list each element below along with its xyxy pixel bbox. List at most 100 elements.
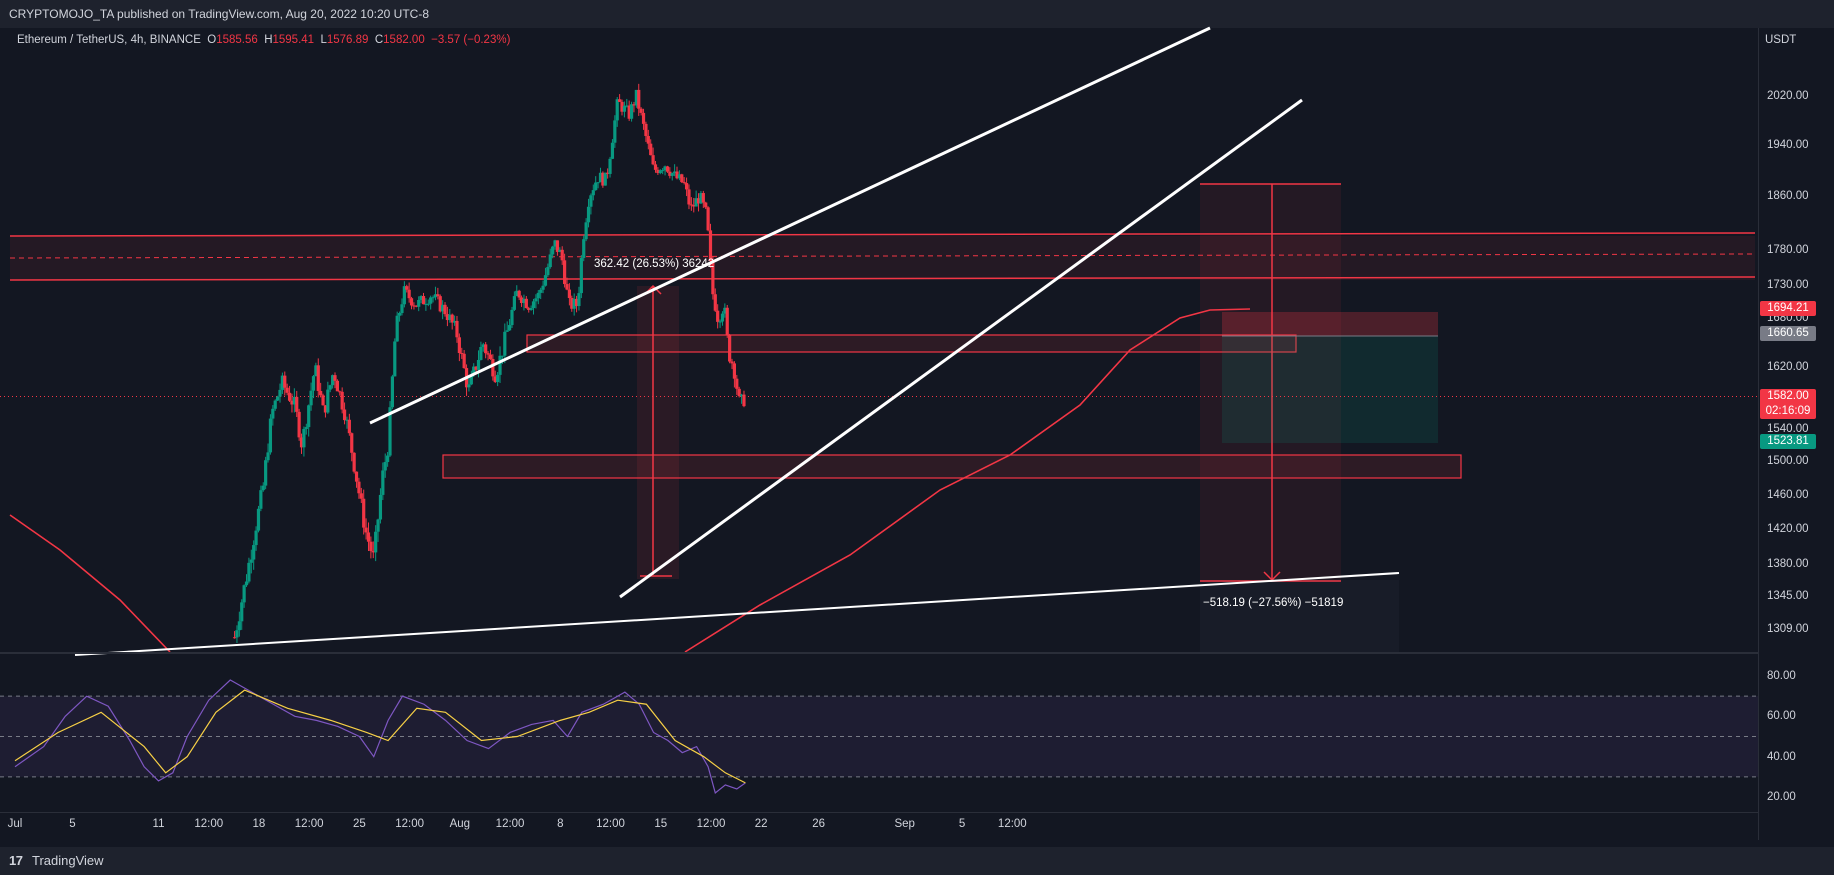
candle-body [240, 602, 244, 622]
high-value: 1595.41 [272, 34, 315, 46]
time-tick-label: Sep [894, 818, 915, 830]
time-tick-label: 12:00 [997, 818, 1027, 830]
position-stop-zone [1222, 312, 1438, 336]
open-label: O [207, 34, 217, 46]
candle-body [548, 254, 552, 268]
price-tick-label: 1540.00 [1767, 423, 1809, 435]
pane-separator[interactable] [0, 652, 1758, 654]
candle-body [397, 313, 402, 316]
candle-body [627, 105, 631, 119]
candle-body [723, 307, 727, 314]
candle-body [417, 299, 421, 307]
ma-line-left [9, 514, 171, 653]
candle-body [409, 298, 414, 306]
candle-body [558, 249, 562, 252]
lower-support-trendline [74, 572, 1400, 656]
symbol-name[interactable]: Ethereum / TetherUS, 4h, BINANCE [17, 34, 201, 46]
candle-body [261, 485, 265, 491]
candle-body [264, 460, 268, 486]
candle-body [732, 363, 737, 379]
time-tick-label: 12:00 [596, 818, 625, 830]
time-tick-label: 22 [754, 818, 768, 830]
candle-body [742, 394, 746, 407]
candle-body [507, 325, 512, 331]
candle-body [474, 366, 478, 370]
price-tick-label: 1500.00 [1767, 455, 1809, 467]
candle-body [283, 375, 287, 388]
candle-body [574, 298, 579, 307]
price-tag-value: 1660.65 [1767, 327, 1809, 340]
candle-body [292, 396, 296, 405]
candle-body [333, 375, 337, 381]
candle-body [278, 389, 282, 397]
candle-body [259, 490, 263, 509]
candle-body [603, 172, 607, 186]
candle-body [625, 105, 629, 107]
ma-line [684, 308, 1251, 653]
candle-body [445, 314, 450, 321]
candle-body [677, 174, 682, 179]
candle-body [378, 494, 383, 520]
candle-body [421, 296, 426, 305]
candle-body [694, 198, 698, 207]
time-tick-label: 12:00 [294, 818, 324, 830]
time-tick-label: 12:00 [696, 818, 726, 830]
candle-body [713, 294, 717, 311]
candle-body [572, 298, 576, 309]
candle-body [352, 452, 356, 472]
candle-body [567, 289, 571, 299]
candle-body [429, 297, 433, 304]
candle-body [577, 293, 581, 307]
candle-body [682, 182, 686, 184]
candle-body [357, 481, 361, 494]
candle-body [450, 314, 454, 323]
candle-body [287, 392, 292, 401]
candle-body [515, 290, 519, 297]
rsi-band [0, 696, 1758, 777]
candle-body [601, 172, 605, 186]
candle-body [665, 166, 670, 172]
time-tick-label: 12:00 [194, 818, 224, 830]
candle-body [452, 320, 457, 323]
candle-body [443, 304, 447, 315]
candle-body [280, 375, 284, 390]
price-tick-label: 1309.00 [1767, 623, 1809, 635]
candle-body [338, 391, 342, 393]
candle-body [591, 190, 595, 196]
candle-body [725, 307, 729, 336]
tradingview-logo-icon[interactable]: 17 [9, 853, 23, 868]
resistance-bottom-line [9, 276, 1756, 281]
price-tag: 1582.00 02:16:09 [1760, 388, 1816, 419]
candle-body [486, 353, 490, 355]
candle-body [610, 142, 615, 159]
candle-body [716, 310, 720, 322]
currency-label: USDT [1765, 34, 1797, 46]
close-value: 1582.00 [383, 34, 425, 46]
candle-body [656, 169, 660, 174]
candle-body [395, 315, 399, 342]
candle-body [673, 171, 677, 174]
candle-body [634, 89, 638, 106]
rsi-tick-label: 60.00 [1767, 710, 1796, 723]
candle-body [364, 527, 368, 533]
candle-body [711, 261, 715, 295]
time-axis-separator [0, 812, 1758, 813]
tradingview-brand[interactable]: TradingView [32, 853, 104, 868]
candle-body [328, 385, 332, 390]
candle-body [706, 207, 710, 231]
candle-body [684, 183, 689, 190]
resistance-zone [10, 236, 1755, 280]
time-tick-label: Aug [449, 818, 471, 830]
candle-body [663, 166, 667, 171]
candle-body [653, 164, 658, 170]
candle-body [249, 559, 253, 563]
candle-body [309, 390, 313, 406]
price-tick-label: 1860.00 [1767, 190, 1809, 202]
rsi-ma-line [14, 689, 746, 784]
candle-body [613, 120, 617, 143]
candle-body [651, 155, 655, 165]
candle-body [388, 407, 392, 456]
candle-body [381, 470, 385, 495]
candle-body [362, 498, 366, 528]
